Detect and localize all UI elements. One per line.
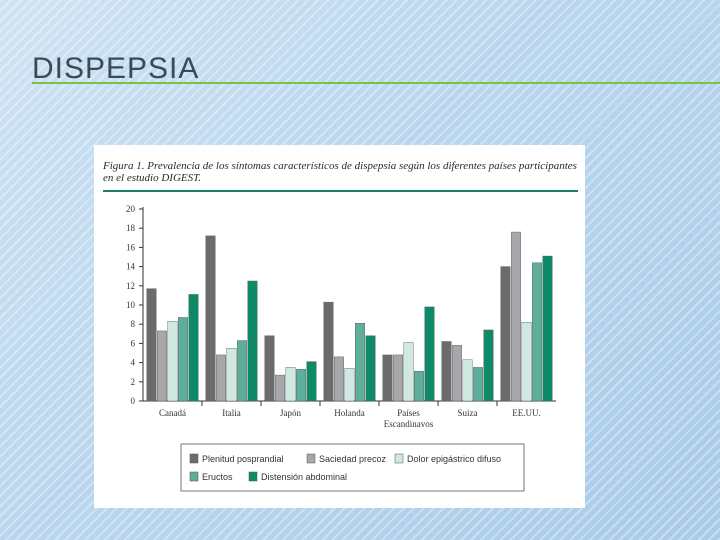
y-tick-label: 14	[126, 262, 136, 272]
bar	[306, 361, 317, 402]
y-tick-label: 12	[126, 281, 135, 291]
bar	[344, 368, 355, 402]
bar	[323, 301, 334, 402]
bar	[296, 369, 306, 402]
bar	[414, 371, 424, 402]
bar	[216, 354, 226, 402]
bar	[500, 266, 511, 402]
bar	[355, 323, 365, 402]
bar	[424, 306, 435, 402]
bar	[247, 280, 258, 402]
y-tick-label: 2	[131, 377, 136, 387]
bar	[473, 367, 483, 402]
x-category-label: Japón	[280, 408, 301, 418]
y-tick-label: 8	[131, 319, 136, 329]
bar	[275, 374, 285, 402]
legend-label: Dolor epigástrico difuso	[407, 454, 501, 464]
bar	[285, 367, 296, 402]
figure-panel: Figura 1. Prevalencia de los síntomas ca…	[94, 145, 585, 508]
legend-label: Eructos	[202, 472, 233, 482]
legend-label: Distensión abdominal	[261, 472, 347, 482]
x-category-label: Países Escandinavos	[384, 408, 434, 429]
title-underline	[32, 82, 720, 84]
legend-swatch	[189, 453, 199, 464]
bar-chart: 0 2 4 6 8 10 12 14 16 18 20 Canadá Italia Japón Holand…	[126, 204, 556, 492]
bar	[403, 342, 414, 402]
bar	[511, 231, 521, 402]
bar	[393, 354, 403, 402]
x-category-label: Canadá	[159, 408, 186, 418]
y-tick-label: 6	[131, 338, 136, 348]
x-category-label: Holanda	[334, 408, 365, 418]
legend-swatch	[189, 471, 199, 482]
caption-divider	[103, 190, 578, 192]
bar	[205, 235, 216, 402]
figure-caption: Figura 1. Prevalencia de los síntomas ca…	[103, 160, 577, 184]
bar	[441, 341, 452, 402]
bar	[188, 294, 199, 402]
bar	[237, 340, 247, 402]
bar	[483, 329, 494, 402]
legend-swatch	[394, 453, 404, 464]
y-tick-label: 20	[126, 204, 136, 214]
bar	[462, 359, 473, 402]
bar	[146, 288, 157, 402]
bar	[157, 330, 167, 402]
legend-label: Plenitud posprandial	[202, 454, 284, 464]
bar	[178, 317, 188, 402]
x-category-label: Italia	[222, 408, 241, 418]
bar	[264, 335, 275, 402]
legend-swatch	[248, 471, 258, 482]
y-tick-label: 4	[131, 358, 136, 368]
slide-title: DISPEPSIA	[32, 52, 200, 85]
x-category-label: Suiza	[458, 408, 478, 418]
bar	[532, 262, 542, 402]
y-tick-label: 0	[131, 396, 136, 406]
bar	[452, 345, 462, 402]
bar	[521, 322, 532, 402]
y-tick-label: 16	[126, 242, 136, 252]
bar	[334, 356, 344, 402]
legend-box	[180, 443, 525, 492]
bar	[167, 321, 178, 402]
y-tick-label: 18	[126, 223, 136, 233]
legend-label: Saciedad precoz	[319, 454, 387, 464]
y-tick-label: 10	[126, 300, 136, 310]
bar	[382, 354, 393, 402]
legend-swatch	[306, 453, 316, 464]
bar	[226, 347, 237, 402]
x-category-label: EE.UU.	[512, 408, 541, 418]
bar	[365, 335, 376, 402]
bar	[542, 255, 553, 402]
